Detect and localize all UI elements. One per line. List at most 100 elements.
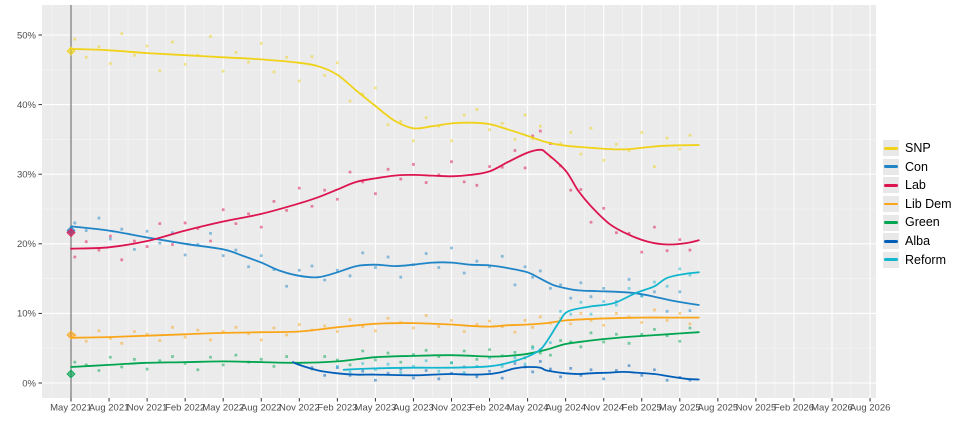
poll-point-lab: [579, 188, 583, 191]
poll-point-reform: [450, 361, 453, 365]
x-tick-label: Feb 2026: [774, 403, 814, 414]
x-tick-label: Nov 2022: [279, 403, 320, 414]
poll-point-green: [640, 332, 644, 336]
poll-point-reform: [500, 364, 504, 368]
poll-point-green: [399, 360, 403, 364]
legend-label: Alba: [905, 234, 931, 249]
poll-point-con: [513, 283, 517, 287]
poll-point-con: [678, 290, 682, 294]
poll-point-alba: [374, 378, 377, 382]
poll-point-reform: [640, 294, 644, 298]
poll-point-lab: [183, 221, 187, 225]
poll-point-green: [374, 358, 377, 362]
poll-point-lib-dem: [450, 318, 453, 322]
poll-point-snp: [386, 123, 390, 127]
poll-point-con: [97, 216, 101, 220]
poll-point-con: [234, 248, 238, 252]
poll-point-reform: [559, 309, 562, 313]
legend-color-line: [884, 184, 898, 187]
poll-point-con: [589, 295, 593, 299]
poll-point-green: [171, 355, 174, 358]
x-tick-label: Nov 2025: [736, 403, 777, 414]
trend-lines: [70, 48, 700, 381]
poll-point-green: [272, 364, 276, 368]
poll-point-con: [73, 221, 77, 225]
poll-point-alba: [614, 369, 618, 372]
poll-point-reform: [579, 300, 583, 304]
poll-point-alba: [538, 360, 542, 363]
poll-point-lib-dem: [120, 341, 124, 345]
poll-point-alba: [475, 375, 479, 379]
poll-point-lib-dem: [335, 330, 339, 333]
poll-point-lib-dem: [538, 315, 542, 319]
poll-point-lib-dem: [158, 339, 162, 342]
poll-point-con: [310, 264, 314, 268]
legend-color-line: [884, 146, 898, 150]
poll-point-snp: [73, 37, 77, 41]
poll-point-lab: [386, 167, 390, 171]
poll-point-con: [531, 275, 535, 279]
poll-point-reform: [361, 362, 365, 365]
legend-label: Lib Dem: [905, 196, 952, 211]
poll-point-snp: [488, 128, 491, 132]
poll-point-green: [234, 353, 238, 357]
poll-point-alba: [569, 366, 573, 370]
poll-point-con: [183, 253, 187, 257]
poll-point-lab: [678, 238, 682, 242]
poll-point-reform: [335, 364, 339, 368]
poll-point-alba: [602, 377, 606, 381]
poll-point-con: [450, 246, 453, 250]
poll-point-lab: [234, 222, 238, 226]
poll-point-lab: [285, 208, 289, 212]
poll-point-lab: [602, 206, 606, 210]
axis-ticks: [38, 34, 871, 402]
legend-item-alba: Alba: [883, 232, 952, 251]
legend-key-swatch: [883, 233, 899, 250]
poll-point-snp: [399, 119, 403, 123]
poll-point-green: [120, 365, 124, 369]
x-tick-label: Aug 2021: [89, 403, 130, 414]
legend-item-green: Green: [883, 213, 952, 232]
legend-item-snp: SNP: [883, 139, 952, 158]
poll-point-lab: [247, 212, 250, 216]
poll-point-con: [688, 309, 692, 313]
poll-point-alba: [513, 362, 517, 365]
trend-line-con: [70, 225, 700, 306]
poll-point-con: [84, 229, 88, 232]
poll-point-reform: [523, 362, 527, 366]
poll-point-lib-dem: [97, 329, 101, 333]
poll-point-lab: [97, 248, 101, 252]
poll-point-con: [247, 265, 250, 269]
poll-point-lib-dem: [513, 330, 517, 334]
election-marker-lab: [66, 228, 76, 238]
poll-point-lab: [297, 186, 301, 190]
poll-point-snp: [688, 133, 692, 137]
trend-line-lib-dem: [70, 316, 700, 339]
poll-point-green: [602, 340, 606, 344]
poll-point-snp: [653, 165, 656, 168]
poll-point-snp: [285, 55, 289, 59]
poll-point-green: [653, 328, 656, 331]
poll-point-snp: [120, 32, 124, 36]
election-marker-lib-dem: [66, 330, 76, 340]
poll-point-green: [627, 341, 631, 345]
poll-point-lab: [73, 255, 77, 259]
poll-point-alba: [361, 369, 365, 373]
x-tick-label: May 2022: [202, 403, 244, 414]
poll-point-lib-dem: [171, 325, 174, 329]
poll-point-lab: [488, 165, 491, 168]
poll-point-snp: [450, 139, 453, 143]
legend-item-reform: Reform: [883, 251, 952, 270]
poll-point-con: [653, 290, 656, 294]
poll-point-snp: [475, 108, 479, 111]
poll-point-snp: [348, 99, 352, 103]
poll-point-lib-dem: [196, 328, 200, 332]
poll-point-green: [285, 355, 289, 358]
poll-point-reform: [399, 371, 403, 374]
x-tick-label: Aug 2023: [393, 403, 434, 414]
poll-point-green: [209, 355, 212, 359]
x-tick-label: May 2021: [50, 403, 92, 414]
poll-point-lib-dem: [183, 335, 187, 339]
legend-label: SNP: [905, 141, 931, 156]
poll-point-lib-dem: [297, 323, 301, 326]
